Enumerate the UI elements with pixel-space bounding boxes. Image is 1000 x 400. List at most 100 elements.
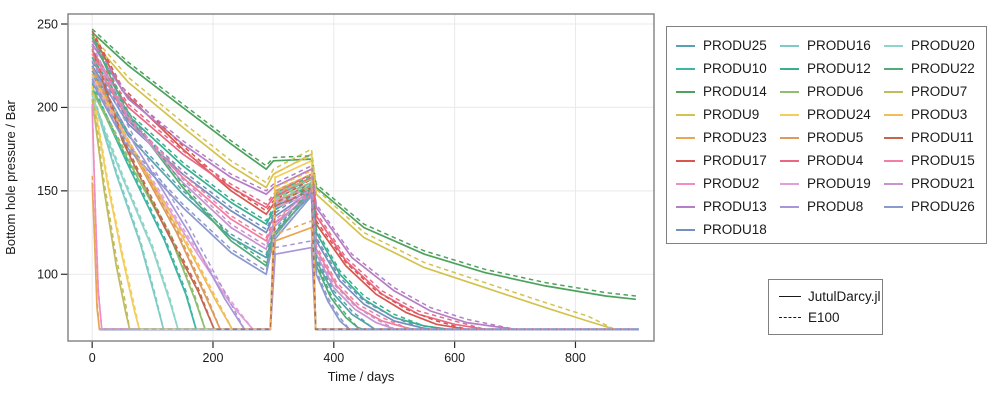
series-line-e100-PRODU5 [91, 67, 636, 331]
series-line-PRODU7 [91, 98, 636, 331]
legend-swatch-PRODU18 [676, 228, 695, 231]
legend-swatch-PRODU14 [676, 90, 695, 93]
legend-label: PRODU23 [703, 130, 767, 145]
wells-legend: PRODU25 PRODU10 PRODU14 PRODU9 PRODU23 PRODU1… [666, 26, 987, 244]
x-axis-label: Time / days [328, 369, 395, 384]
legend-label: PRODU24 [807, 107, 871, 122]
legend-swatch-PRODU22 [884, 67, 903, 70]
legend-item-PRODU8: PRODU8 [778, 195, 882, 218]
series-line-e100-PRODU7 [91, 90, 636, 331]
wells-legend-column-3: PRODU20 PRODU22 PRODU7 PRODU3 PRODU11 PRODU15… [882, 34, 986, 243]
legend-label: PRODU10 [703, 61, 767, 76]
legend-label: PRODU3 [911, 107, 968, 122]
series-line-e100-PRODU21 [91, 45, 636, 331]
legend-label: PRODU18 [703, 222, 767, 237]
legend-item-PRODU20: PRODU20 [882, 34, 986, 57]
x-tick-label: 200 [203, 351, 224, 365]
legend-label: PRODU20 [911, 38, 975, 53]
series-line-PRODU13 [91, 43, 636, 331]
legend-item-PRODU7: PRODU7 [882, 80, 986, 103]
legend-item-PRODU23: PRODU23 [674, 126, 778, 149]
legend-item-PRODU3: PRODU3 [882, 103, 986, 126]
y-axis-label: Bottom hole pressure / Bar [3, 100, 18, 255]
legend-item-PRODU24: PRODU24 [778, 103, 882, 126]
legend-swatch-PRODU11 [884, 136, 903, 139]
series-line-PRODU20 [91, 98, 636, 331]
series-line-PRODU15 [91, 56, 636, 331]
series-line-e100-PRODU4 [91, 50, 636, 331]
series-line-PRODU26 [91, 81, 636, 331]
x-tick-label: 800 [565, 351, 586, 365]
series-line-e100-PRODU22 [91, 33, 636, 331]
legend-item-PRODU4: PRODU4 [778, 149, 882, 172]
legend-swatch-PRODU7 [884, 90, 903, 93]
series-line-e100-PRODU20 [91, 95, 636, 331]
legend-swatch-PRODU24 [780, 113, 799, 116]
series-line-e100-PRODU18 [91, 62, 636, 331]
models-legend: JutulDarcy.jl E100 [768, 279, 883, 335]
legend-swatch-PRODU26 [884, 205, 903, 208]
legend-item-PRODU17: PRODU17 [674, 149, 778, 172]
pressure-chart: 0 200 400 600 800 100 150 200 250 Time / days Bott… [3, 13, 655, 384]
legend-item-PRODU14: PRODU14 [674, 80, 778, 103]
model-legend-label: E100 [808, 310, 840, 325]
legend-item-PRODU2: PRODU2 [674, 172, 778, 195]
legend-item-PRODU6: PRODU6 [778, 80, 882, 103]
legend-item-PRODU26: PRODU26 [882, 195, 986, 218]
legend-swatch-PRODU19 [780, 182, 799, 185]
legend-label: PRODU22 [911, 61, 975, 76]
legend-label: PRODU21 [911, 176, 975, 191]
series-line-PRODU24 [91, 90, 636, 331]
wells-legend-column-1: PRODU25 PRODU10 PRODU14 PRODU9 PRODU23 PRODU1… [674, 34, 778, 243]
legend-item-PRODU5: PRODU5 [778, 126, 882, 149]
series-line-PRODU6 [91, 90, 636, 331]
legend-label: PRODU25 [703, 38, 767, 53]
series-line-e100-PRODU9 [91, 35, 636, 331]
legend-label: PRODU6 [807, 84, 864, 99]
legend-label: PRODU8 [807, 199, 864, 214]
series-line-PRODU16 [91, 93, 636, 331]
y-tick-label: 100 [37, 268, 58, 282]
legend-item-PRODU15: PRODU15 [882, 149, 986, 172]
legend-label: PRODU16 [807, 38, 871, 53]
legend-label: PRODU9 [703, 107, 760, 122]
y-tick-label: 250 [37, 17, 58, 31]
dashed-line-swatch [779, 317, 801, 318]
y-tick-label: 200 [37, 101, 58, 115]
x-tick-label: 0 [89, 351, 96, 365]
legend-item-PRODU13: PRODU13 [674, 195, 778, 218]
model-legend-label: JutulDarcy.jl [808, 289, 881, 304]
legend-label: PRODU15 [911, 153, 975, 168]
legend-item-PRODU18: PRODU18 [674, 218, 778, 241]
plot-frame [67, 13, 655, 342]
legend-label: PRODU4 [807, 153, 864, 168]
series-line-PRODU9 [91, 40, 636, 331]
legend-label: PRODU17 [703, 153, 767, 168]
legend-item-PRODU22: PRODU22 [882, 57, 986, 80]
legend-item-PRODU21: PRODU21 [882, 172, 986, 195]
y-tick-label: 150 [37, 184, 58, 198]
legend-swatch-PRODU23 [676, 136, 695, 139]
x-tick-label: 400 [323, 351, 344, 365]
series-line-e100-PRODU16 [91, 90, 636, 331]
legend-swatch-PRODU20 [884, 44, 903, 47]
legend-swatch-PRODU10 [676, 67, 695, 70]
legend-swatch-PRODU6 [780, 90, 799, 93]
legend-swatch-PRODU2 [676, 182, 695, 185]
legend-label: PRODU19 [807, 176, 871, 191]
legend-item-PRODU11: PRODU11 [882, 126, 986, 149]
legend-item-PRODU19: PRODU19 [778, 172, 882, 195]
series-line-e100-PRODU15 [91, 53, 636, 331]
series-line-PRODU19 [91, 80, 636, 331]
legend-item-PRODU25: PRODU25 [674, 34, 778, 57]
model-legend-item-E100: E100 [779, 307, 882, 328]
legend-item-PRODU9: PRODU9 [674, 103, 778, 126]
series-line-e100-PRODU26 [91, 78, 636, 331]
legend-label: PRODU5 [807, 130, 864, 145]
x-tick-label: 600 [444, 351, 465, 365]
solid-line-swatch [779, 296, 801, 297]
series-line-e100-PRODU11 [91, 45, 636, 331]
legend-swatch-PRODU8 [780, 205, 799, 208]
legend-item-PRODU12: PRODU12 [778, 57, 882, 80]
